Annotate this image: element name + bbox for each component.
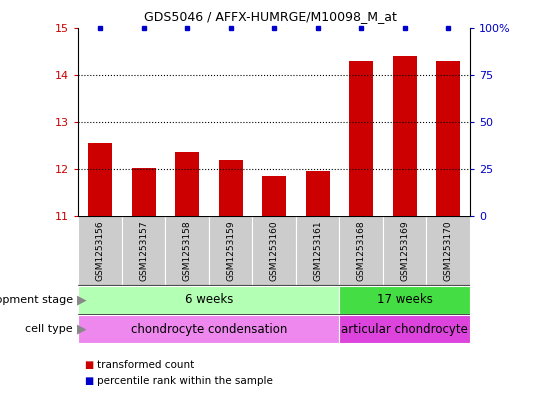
Bar — [165, 216, 209, 285]
Text: cell type: cell type — [25, 324, 73, 334]
Text: GDS5046 / AFFX-HUMRGE/M10098_M_at: GDS5046 / AFFX-HUMRGE/M10098_M_at — [144, 10, 396, 23]
Text: 17 weeks: 17 weeks — [376, 293, 433, 306]
Bar — [339, 216, 383, 285]
Text: percentile rank within the sample: percentile rank within the sample — [97, 376, 273, 386]
Text: chondrocyte condensation: chondrocyte condensation — [131, 323, 287, 336]
Bar — [122, 216, 165, 285]
Text: GSM1253159: GSM1253159 — [226, 220, 235, 281]
Bar — [78, 315, 339, 343]
Bar — [88, 143, 112, 216]
Bar — [306, 171, 329, 216]
Bar — [349, 61, 373, 216]
Text: GSM1253156: GSM1253156 — [96, 220, 105, 281]
Text: GSM1253170: GSM1253170 — [443, 220, 453, 281]
Bar — [252, 216, 296, 285]
Bar — [132, 168, 156, 216]
Bar — [175, 152, 199, 216]
Bar — [339, 315, 470, 343]
Bar — [436, 61, 460, 216]
Bar — [209, 216, 252, 285]
Text: development stage: development stage — [0, 295, 73, 305]
Text: GSM1253157: GSM1253157 — [139, 220, 148, 281]
Bar — [78, 285, 339, 314]
Text: GSM1253168: GSM1253168 — [356, 220, 366, 281]
Bar — [262, 176, 286, 216]
Text: GSM1253158: GSM1253158 — [183, 220, 192, 281]
Bar — [296, 216, 339, 285]
Bar — [383, 216, 426, 285]
Bar — [219, 160, 242, 216]
Text: ■: ■ — [84, 376, 93, 386]
Text: GSM1253161: GSM1253161 — [313, 220, 322, 281]
Text: transformed count: transformed count — [97, 360, 194, 371]
Text: ■: ■ — [84, 360, 93, 371]
Bar — [339, 285, 470, 314]
Text: articular chondrocyte: articular chondrocyte — [341, 323, 468, 336]
Text: 6 weeks: 6 weeks — [185, 293, 233, 306]
Text: GSM1253160: GSM1253160 — [269, 220, 279, 281]
Bar — [426, 216, 470, 285]
Text: ▶: ▶ — [77, 323, 87, 336]
Bar — [78, 216, 122, 285]
Text: GSM1253169: GSM1253169 — [400, 220, 409, 281]
Bar — [393, 56, 416, 216]
Text: ▶: ▶ — [77, 293, 87, 306]
